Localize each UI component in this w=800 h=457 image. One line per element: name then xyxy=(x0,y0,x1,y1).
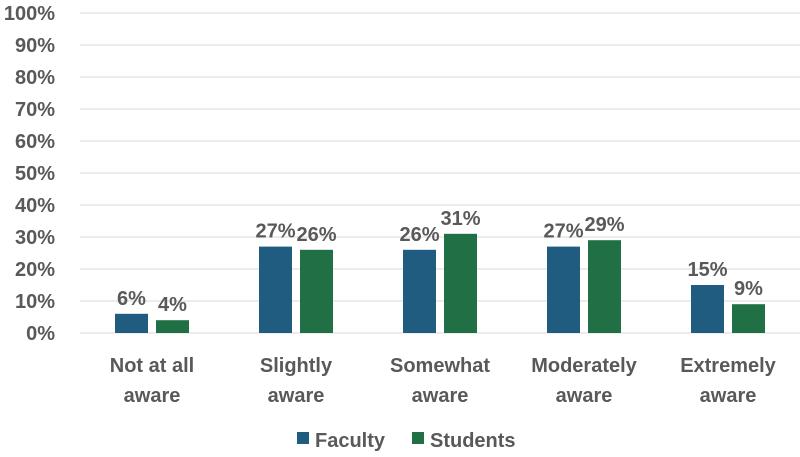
bars xyxy=(115,233,765,333)
bar-students xyxy=(300,249,333,333)
bar-students xyxy=(444,233,477,333)
y-tick-label: 60% xyxy=(15,131,55,153)
data-label-students: 29% xyxy=(584,214,624,236)
data-labels: 6% 4%27% 26% 26%31%27% 29%15%9% xyxy=(117,208,763,316)
y-tick-label: 50% xyxy=(15,163,55,185)
y-tick-label: 10% xyxy=(15,291,55,313)
bar-students xyxy=(732,304,765,333)
y-tick-label: 0% xyxy=(26,323,55,345)
legend-label-faculty: Faculty xyxy=(315,430,386,452)
category-label: Extremely aware xyxy=(680,355,776,407)
y-tick-label: 20% xyxy=(15,259,55,281)
y-tick-label: 40% xyxy=(15,195,55,217)
data-label-faculty: 27% xyxy=(543,221,583,243)
bar-faculty xyxy=(259,246,292,333)
category-label: Moderately aware xyxy=(531,355,637,407)
legend-label-students: Students xyxy=(430,430,516,452)
data-label-students: 9% xyxy=(734,278,763,300)
category-label: Somewhat aware xyxy=(390,355,490,407)
y-tick-label: 30% xyxy=(15,227,55,249)
gridlines xyxy=(80,12,800,334)
legend-swatch-students xyxy=(412,432,424,444)
y-tick-label: 80% xyxy=(15,67,55,89)
data-label-faculty: 6% xyxy=(117,288,146,310)
y-axis-tick-labels: 0% 10% 20% 30% 40% 50% 60% 70% 80% 90% 100% xyxy=(4,3,55,345)
data-label-faculty: 27% xyxy=(255,221,295,243)
bar-faculty xyxy=(403,249,436,333)
data-label-faculty: 15% xyxy=(687,259,727,281)
legend-swatch-faculty xyxy=(297,432,309,444)
bar-students xyxy=(588,240,621,333)
y-tick-label: 90% xyxy=(15,35,55,57)
y-tick-label: 70% xyxy=(15,99,55,121)
bar-faculty xyxy=(115,313,148,333)
bar-students xyxy=(156,320,189,333)
bar-faculty xyxy=(691,285,724,333)
y-tick-label: 100% xyxy=(4,3,55,25)
category-label: Not at all aware xyxy=(110,355,194,407)
x-axis-category-labels: Not at all aware Slightly aware Somewhat awar… xyxy=(110,355,777,407)
data-label-students: 26% xyxy=(296,224,336,246)
legend: Faculty Students xyxy=(297,430,516,452)
data-label-students: 31% xyxy=(440,208,480,230)
data-label-faculty: 26% xyxy=(399,224,439,246)
bar-faculty xyxy=(547,246,580,333)
category-label: Slightly aware xyxy=(260,355,333,407)
data-label-students: 4% xyxy=(158,294,187,316)
